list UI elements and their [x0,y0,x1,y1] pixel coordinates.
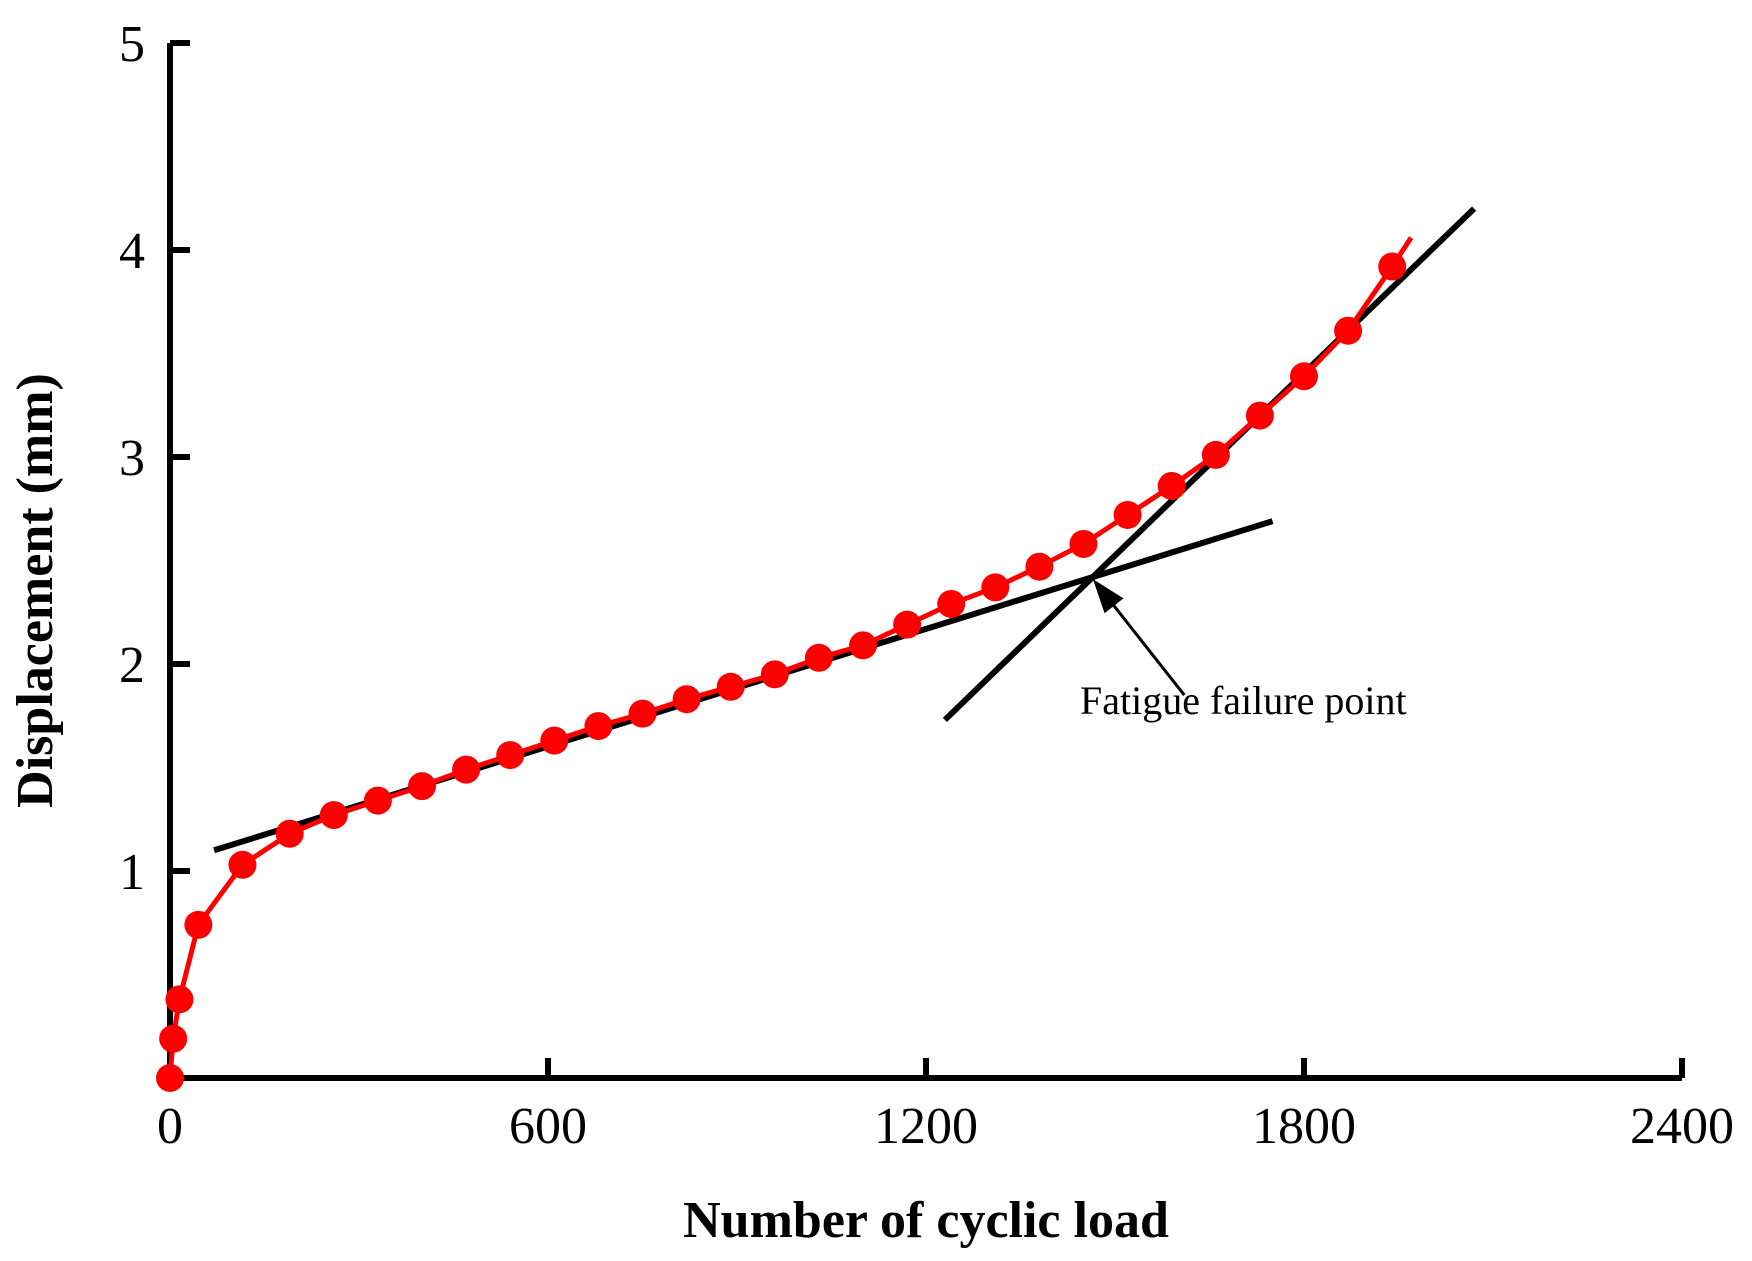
data-point [937,589,966,618]
x-tick-label: 2400 [1630,1098,1734,1155]
fit-lines [213,206,1477,854]
data-point [1334,316,1363,345]
data-point [804,643,833,672]
data-point [1378,252,1407,281]
data-point [849,631,877,660]
data-point [1290,362,1318,391]
y-tick-label: 3 [119,430,145,487]
data-point [1069,529,1098,558]
x-axis-title: Number of cyclic load [683,1192,1169,1249]
data-point [228,850,257,879]
annotation-arrow-head [1092,579,1124,614]
x-tick-label: 600 [509,1098,587,1155]
series-line [167,236,1414,1079]
data-series [156,236,1414,1092]
data-point [1201,440,1230,469]
data-point [275,819,304,848]
y-tick-label: 5 [119,16,145,73]
data-point [184,910,213,939]
data-point [156,1064,184,1092]
annotation: Fatigue failure point [1080,579,1407,723]
data-point [1025,552,1054,581]
data-point [981,573,1010,602]
data-point [319,801,348,830]
data-point [893,610,922,639]
data-point [159,1024,188,1053]
y-tick-label: 1 [119,844,145,901]
annotation-arrow [1112,604,1186,696]
annotation-label: Fatigue failure point [1080,678,1407,723]
data-point [165,985,194,1014]
data-point [760,660,789,689]
data-point [584,712,613,741]
data-point [452,755,481,784]
data-point [408,772,436,801]
axes: 0 600 1200 1800 2400 1 2 3 4 5 [119,16,1734,1155]
data-point [1245,401,1274,430]
data-point [628,699,657,728]
data-point [1113,500,1142,529]
data-point [540,726,569,755]
y-axis-title: Displacement (mm) [7,373,64,808]
x-tick-label: 0 [157,1098,183,1155]
y-tick-label: 4 [119,223,145,280]
y-tick-label: 2 [119,637,145,694]
data-point [672,685,701,714]
x-tick-label: 1800 [1252,1098,1356,1155]
data-point [496,741,525,770]
x-tick-label: 1200 [874,1098,978,1155]
data-point [363,786,392,815]
data-point [1157,471,1186,500]
data-point [716,672,745,701]
